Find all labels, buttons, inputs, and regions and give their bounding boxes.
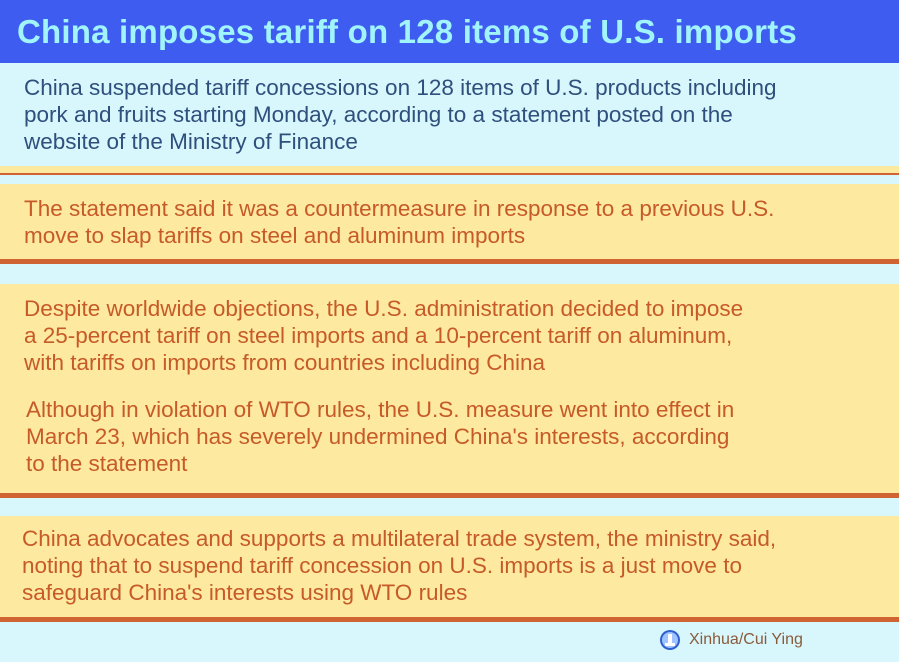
paragraph-4: China advocates and supports a multilate… [0,516,899,618]
text-line: pork and fruits starting Monday, accordi… [24,102,733,127]
xinhua-logo-icon [660,630,680,650]
text-line: with tariffs on imports from countries i… [24,350,546,375]
text-line: safeguard China's interests using WTO ru… [22,580,468,605]
text-line: website of the Ministry of Finance [24,129,358,154]
divider [0,617,899,622]
text-line: The statement said it was a countermeasu… [24,196,775,221]
text-line: to the statement [26,451,188,476]
page-title: China imposes tariff on 128 items of U.S… [0,0,899,63]
paragraph-3: Despite worldwide objections, the U.S. a… [0,284,899,494]
divider [0,493,899,498]
text-line: noting that to suspend tariff concession… [22,553,742,578]
text-line: Despite worldwide objections, the U.S. a… [24,296,744,321]
divider [0,166,899,174]
text-line: move to slap tariffs on steel and alumin… [24,223,526,248]
text-line: Although in violation of WTO rules, the … [26,397,735,422]
paragraph-2: The statement said it was a countermeasu… [0,184,899,260]
text-line: China suspended tariff concessions on 12… [24,75,777,100]
text-line: a 25-percent tariff on steel imports and… [24,323,733,348]
credit: Xinhua/Cui Ying [659,629,803,651]
credit-text: Xinhua/Cui Ying [689,631,803,648]
text-line: March 23, which has severely undermined … [26,424,730,449]
text-line: China advocates and supports a multilate… [22,526,777,551]
divider [0,173,899,175]
divider [0,259,899,264]
